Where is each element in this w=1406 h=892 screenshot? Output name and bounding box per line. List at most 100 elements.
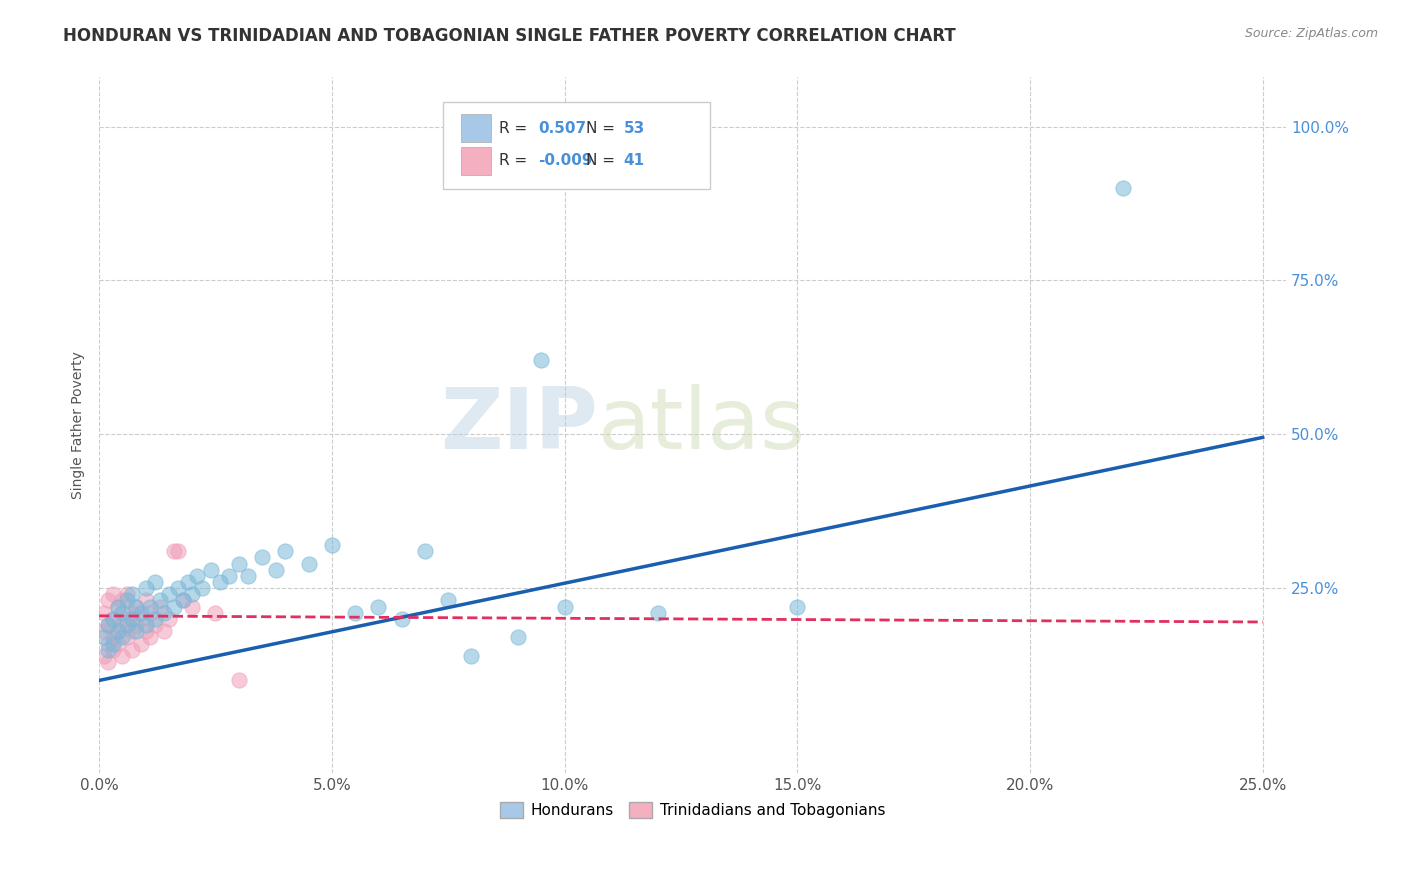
Point <box>204 606 226 620</box>
Text: atlas: atlas <box>598 384 806 467</box>
Point <box>125 624 148 639</box>
Point <box>344 606 367 620</box>
Point <box>101 587 124 601</box>
Text: -0.009: -0.009 <box>538 153 593 169</box>
Point <box>115 593 138 607</box>
Point <box>647 606 669 620</box>
Point <box>125 599 148 614</box>
Point <box>97 636 120 650</box>
Point <box>97 593 120 607</box>
Point <box>97 642 120 657</box>
Point <box>143 618 166 632</box>
Point <box>321 538 343 552</box>
Point <box>460 648 482 663</box>
Point <box>437 593 460 607</box>
Point <box>236 569 259 583</box>
Point <box>101 642 124 657</box>
Point <box>153 606 176 620</box>
Point <box>149 599 172 614</box>
Point <box>218 569 240 583</box>
Text: N =: N = <box>586 120 614 136</box>
Point <box>111 593 134 607</box>
Point <box>274 544 297 558</box>
Point <box>181 587 204 601</box>
Point <box>139 599 162 614</box>
Bar <box>461 147 491 175</box>
Point <box>111 606 134 620</box>
Point <box>107 636 129 650</box>
Text: 41: 41 <box>624 153 645 169</box>
FancyBboxPatch shape <box>443 102 710 189</box>
Point <box>506 631 529 645</box>
Point <box>391 612 413 626</box>
Point <box>181 599 204 614</box>
Point <box>167 544 190 558</box>
Point <box>190 581 212 595</box>
Text: 53: 53 <box>624 120 645 136</box>
Point <box>111 648 134 663</box>
Point <box>135 593 157 607</box>
Text: HONDURAN VS TRINIDADIAN AND TOBAGONIAN SINGLE FATHER POVERTY CORRELATION CHART: HONDURAN VS TRINIDADIAN AND TOBAGONIAN S… <box>63 27 956 45</box>
Point <box>101 612 124 626</box>
Point <box>115 631 138 645</box>
Point <box>101 636 124 650</box>
Point <box>530 353 553 368</box>
Point <box>121 642 143 657</box>
Point <box>135 624 157 639</box>
Point <box>135 618 157 632</box>
Point <box>111 618 134 632</box>
Point <box>107 599 129 614</box>
Point <box>413 544 436 558</box>
Point <box>200 563 222 577</box>
Point <box>121 606 143 620</box>
Point <box>101 612 124 626</box>
Point <box>143 574 166 589</box>
Point <box>149 593 172 607</box>
Point <box>172 593 194 607</box>
Point <box>153 624 176 639</box>
Point <box>172 593 194 607</box>
Point <box>162 599 184 614</box>
Legend: Hondurans, Trinidadians and Tobagonians: Hondurans, Trinidadians and Tobagonians <box>494 796 891 824</box>
Point <box>93 624 115 639</box>
Point <box>228 673 250 688</box>
Point <box>228 557 250 571</box>
Point <box>250 550 273 565</box>
Point <box>129 636 152 650</box>
Point <box>129 612 152 626</box>
Point <box>121 624 143 639</box>
Point <box>139 606 162 620</box>
Point <box>143 612 166 626</box>
Point <box>115 618 138 632</box>
Point <box>125 618 148 632</box>
Point <box>101 631 124 645</box>
Point <box>162 544 184 558</box>
Point <box>157 612 180 626</box>
Point <box>297 557 319 571</box>
Point <box>107 624 129 639</box>
Point <box>115 587 138 601</box>
Point <box>554 599 576 614</box>
Point <box>97 655 120 669</box>
Point <box>97 618 120 632</box>
Point <box>121 587 143 601</box>
Point <box>176 574 198 589</box>
Point <box>157 587 180 601</box>
Point <box>121 612 143 626</box>
Point <box>367 599 389 614</box>
Point <box>111 631 134 645</box>
Point <box>129 606 152 620</box>
Point <box>167 581 190 595</box>
Bar <box>461 114 491 142</box>
Text: R =: R = <box>499 153 533 169</box>
Point <box>139 631 162 645</box>
Point <box>209 574 232 589</box>
Y-axis label: Single Father Poverty: Single Father Poverty <box>72 351 86 499</box>
Point <box>97 618 120 632</box>
Text: Source: ZipAtlas.com: Source: ZipAtlas.com <box>1244 27 1378 40</box>
Text: 0.507: 0.507 <box>538 120 586 136</box>
Point <box>107 599 129 614</box>
Point <box>786 599 808 614</box>
Point <box>186 569 208 583</box>
Point <box>93 606 115 620</box>
